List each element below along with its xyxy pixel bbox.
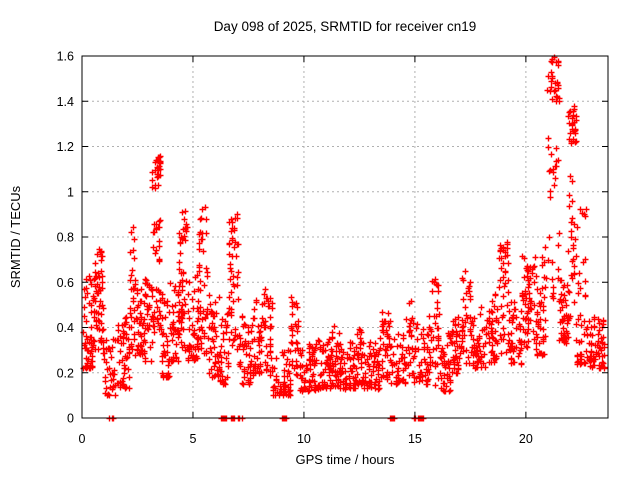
x-tick-label: 15 — [408, 432, 422, 446]
y-tick-label: 0 — [67, 412, 74, 426]
data-points — [80, 54, 608, 422]
grid-lines — [82, 56, 608, 418]
y-tick-label: 1 — [67, 185, 74, 199]
x-tick-labels: 0 5 10 15 20 — [79, 432, 533, 446]
grid-path — [82, 56, 608, 418]
y-tick-label: 1.2 — [57, 140, 74, 154]
y-tick-label: 0.6 — [57, 276, 74, 290]
x-axis-label: GPS time / hours — [296, 452, 395, 467]
ticks-path — [81, 55, 608, 419]
x-tick-label: 5 — [189, 432, 196, 446]
y-tick-labels: 0 0.2 0.4 0.6 0.8 1 1.2 1.4 1.6 — [57, 50, 74, 426]
y-tick-label: 0.4 — [57, 321, 74, 335]
x-tick-label: 20 — [519, 432, 533, 446]
y-tick-label: 1.6 — [57, 50, 74, 64]
y-tick-label: 0.8 — [57, 231, 74, 245]
tick-marks — [81, 55, 608, 419]
y-axis-label: SRMTID / TECUs — [8, 185, 23, 288]
y-tick-label: 1.4 — [57, 95, 74, 109]
y-tick-label: 0.2 — [57, 366, 74, 380]
chart-title: Day 098 of 2025, SRMTID for receiver cn1… — [214, 19, 477, 34]
x-tick-label: 0 — [79, 432, 86, 446]
x-tick-label: 10 — [297, 432, 311, 446]
scatter-points-path — [80, 54, 608, 422]
